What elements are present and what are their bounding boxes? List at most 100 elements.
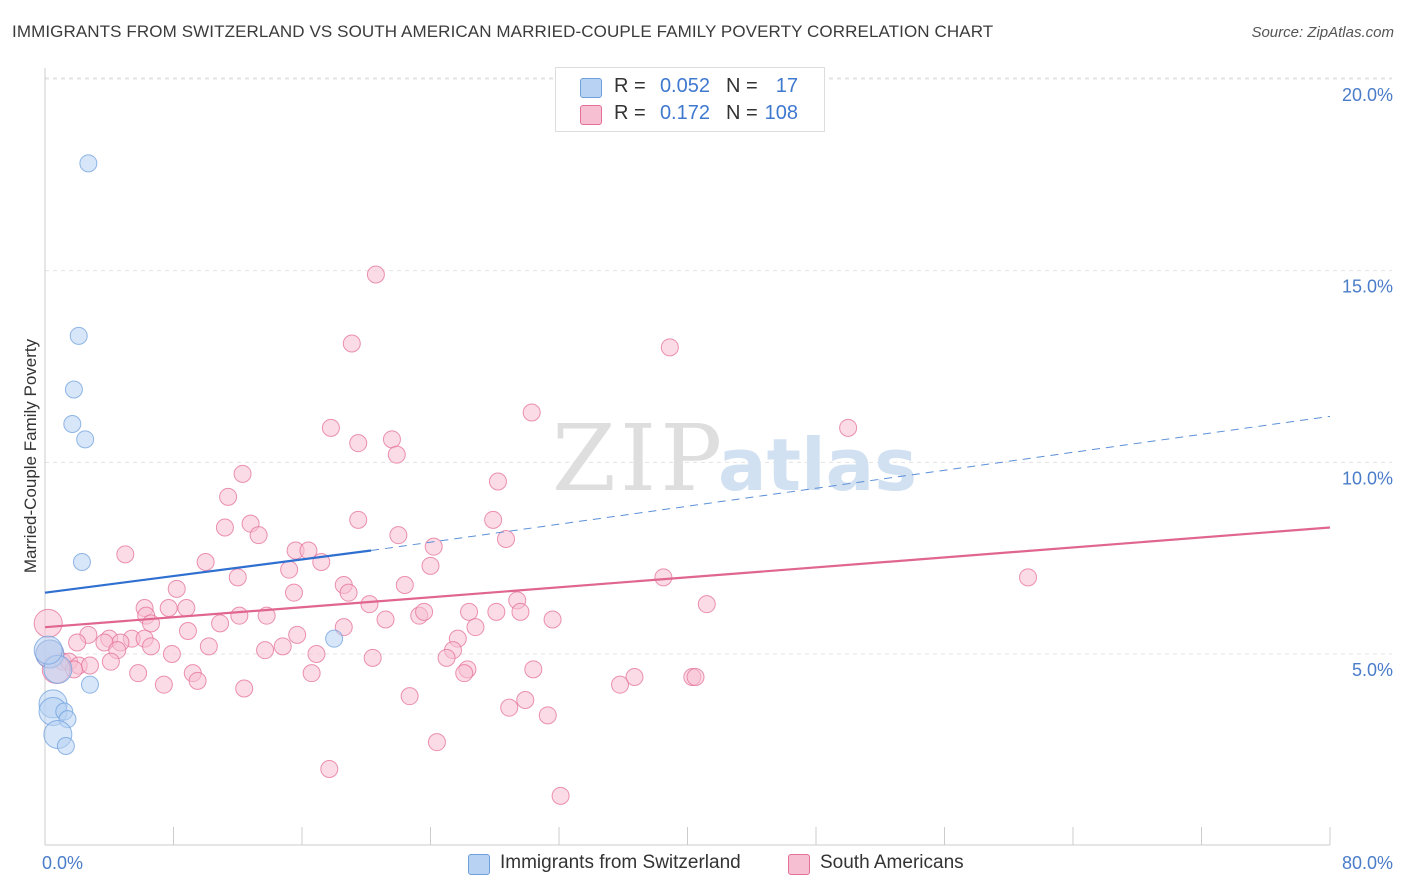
point-south-americans [516,691,535,710]
legend-swatch-blue [580,78,602,98]
chart-source: Source: ZipAtlas.com [1251,24,1394,41]
y-tick-labels: 5.0% 10.0% 15.0% 20.0% [1342,85,1393,680]
point-south-americans [488,472,507,491]
point-south-americans [342,334,361,353]
trend-line-switzerland [44,549,372,594]
point-switzerland [56,737,75,756]
point-south-americans [496,530,515,549]
point-south-americans [273,637,292,656]
point-south-americans [228,568,247,587]
point-south-americans [349,510,368,529]
point-south-americans [302,664,321,683]
point-south-americans [460,602,479,621]
legend-r-label: R = [614,75,646,97]
legend-n-value: 108 [764,102,798,124]
point-south-americans [233,464,252,483]
point-south-americans [376,610,395,629]
point-south-americans [500,698,519,717]
y-axis-label: Married-Couple Family Poverty [21,338,40,573]
point-south-americans [256,641,275,660]
x-tick-label: 0.0% [42,853,83,873]
point-south-americans [611,675,630,694]
trend-line-south-americans [44,526,1331,629]
point-south-americans [654,568,673,587]
point-south-americans [80,656,99,675]
point-switzerland [79,154,98,173]
point-south-americans [320,760,339,779]
point-south-americans [159,599,178,618]
point-south-americans [382,430,401,449]
point-south-americans [199,637,218,656]
point-south-americans [395,576,414,595]
watermark-atlas: atlas [718,423,917,507]
point-south-americans [211,614,230,633]
point-south-americans [230,606,249,625]
point-south-americans [839,418,858,437]
point-south-americans [280,560,299,579]
point-south-americans [167,579,186,598]
point-south-americans [511,602,530,621]
point-south-americans [249,526,268,545]
point-south-americans [177,599,196,618]
point-south-americans [455,664,474,683]
point-south-americans [421,556,440,575]
point-south-americans [437,648,456,667]
point-south-americans [235,679,254,698]
point-south-americans [697,595,716,614]
point-south-americans [334,618,353,637]
point-south-americans [142,637,161,656]
point-south-americans [33,608,63,638]
series-swatch-blue [468,854,490,875]
trend-line-switzerland-extension [370,415,1331,552]
point-south-americans [101,652,120,671]
legend-r-value: 0.052 [659,75,710,97]
point-south-americans [178,622,197,641]
point-south-americans [154,675,173,694]
point-switzerland [80,675,99,694]
y-tick-label: 5.0% [1352,660,1393,680]
legend-n-value: 17 [775,75,798,97]
point-switzerland [72,553,91,572]
legend-n-label: N = [726,102,758,124]
legend-r-label: R = [614,102,646,124]
series-swatch-pink [788,854,810,875]
legend-r-value: 0.172 [659,102,710,124]
point-south-americans [366,265,385,284]
point-south-americans [424,537,443,556]
x-tick-labels: 0.0% 80.0% [42,853,1393,873]
point-switzerland [76,430,95,449]
point-south-americans [339,583,358,602]
legend-n-label: N = [726,75,758,97]
point-south-americans [387,445,406,464]
point-south-americans [660,338,679,357]
point-south-americans [257,606,276,625]
legend-row-south-americans: R = 0.172 N = 108 [556,102,824,128]
point-south-americans [415,602,434,621]
point-south-americans [116,545,135,564]
point-south-americans [321,418,340,437]
point-south-americans [522,403,541,422]
series-legend: Immigrants from Switzerland South Americ… [0,851,1406,879]
point-switzerland [63,415,82,434]
data-points [33,154,1038,805]
point-south-americans [307,645,326,664]
point-south-americans [551,786,570,805]
y-tick-label: 10.0% [1342,468,1393,488]
point-south-americans [188,671,207,690]
x-tick-label: 80.0% [1342,853,1393,873]
point-south-americans [215,518,234,537]
point-south-americans [68,633,87,652]
correlation-legend: R = 0.052 N = 17 R = 0.172 N = 108 [555,67,825,132]
point-south-americans [219,487,238,506]
trend-lines [44,415,1331,629]
y-tick-label: 20.0% [1342,85,1393,105]
point-switzerland [325,629,344,648]
point-south-americans [400,687,419,706]
point-switzerland [33,635,63,665]
point-south-americans [284,583,303,602]
point-south-americans [196,553,215,572]
point-south-americans [1019,568,1038,587]
point-south-americans [543,610,562,629]
point-switzerland [69,326,88,345]
